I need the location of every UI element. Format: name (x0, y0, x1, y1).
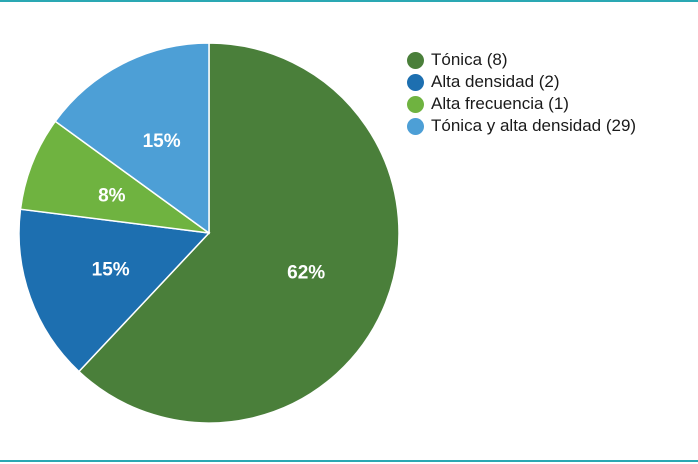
pie-slice-3 (19, 120, 210, 234)
pie-data-label-3: 8% (98, 186, 126, 207)
pie-slices (18, 42, 400, 424)
legend-swatch-icon (407, 73, 424, 91)
pie-data-label-4: 15% (143, 131, 181, 152)
pie-data-label-1: 62% (287, 263, 325, 284)
legend-swatch-icon (407, 117, 424, 135)
legend-label: Tónica y alta densidad (29) (431, 116, 637, 135)
pie-data-label-2: 15% (92, 259, 130, 280)
legend-item-2: Alta densidad (2) (407, 71, 636, 93)
legend-swatch-icon (407, 51, 424, 69)
legend-item-3: Alta frecuencia (1) (407, 93, 636, 115)
pie-slice-1 (77, 42, 400, 424)
pie-slice-labels: 62% 15% 8% 15% (92, 131, 326, 284)
pie-slice-4 (54, 42, 210, 235)
legend-label: Tónica (8) (431, 50, 508, 69)
legend-item-1: Tónica (8) (407, 49, 636, 71)
legend-item-4: Tónica y alta densidad (29) (407, 115, 636, 137)
legend-label: Alta densidad (2) (431, 72, 560, 91)
legend-swatch-icon (407, 95, 424, 113)
legend-label: Alta frecuencia (1) (431, 94, 569, 113)
pie-slice-2 (18, 208, 211, 373)
chart-legend: Tónica (8) Alta densidad (2) Alta frecuenc… (407, 49, 636, 137)
